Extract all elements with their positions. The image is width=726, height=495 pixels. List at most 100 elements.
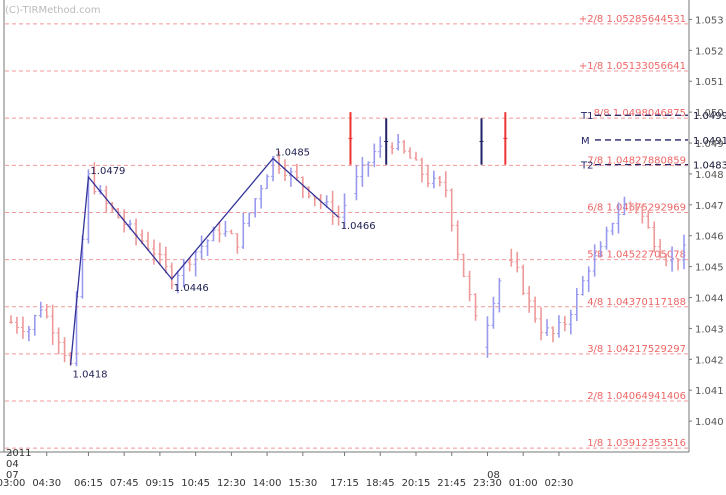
ohlc-bar bbox=[580, 275, 585, 296]
ohlc-bar bbox=[670, 246, 675, 272]
ohlc-bar bbox=[527, 286, 532, 313]
ohlc-bar bbox=[497, 278, 502, 313]
zigzag-point-label: 1.0418 bbox=[73, 369, 108, 380]
murrey-level-label: 8/8 1.0498046875 bbox=[594, 108, 686, 119]
ohlc-bar bbox=[342, 193, 347, 229]
ohlc-bar bbox=[92, 162, 97, 195]
ohlc-bar bbox=[676, 257, 681, 271]
ohlc-bar bbox=[26, 326, 31, 342]
y-tick-label: 1.052 bbox=[695, 46, 724, 57]
ohlc-bar bbox=[539, 307, 544, 341]
y-tick-label: 1.045 bbox=[695, 263, 724, 274]
ohlc-bar bbox=[145, 231, 150, 251]
ohlc-bar bbox=[372, 143, 377, 168]
ohlc-bar bbox=[9, 315, 13, 324]
ohlc-bar bbox=[402, 140, 407, 154]
ohlc-bar bbox=[241, 212, 246, 249]
ohlc-bar bbox=[550, 326, 555, 343]
ohlc-bar bbox=[134, 218, 139, 246]
ohlc-bar bbox=[521, 264, 526, 296]
ohlc-bar bbox=[187, 257, 192, 272]
ohlc-bar bbox=[467, 270, 472, 302]
x-tick-label: 03:00 bbox=[0, 478, 25, 489]
ohlc-bar bbox=[205, 239, 210, 257]
zigzag-pattern: 1.0418 1.0479 1.0446 1.0485 1.0466 bbox=[69, 147, 376, 380]
ohlc-bar bbox=[271, 155, 276, 182]
target-value-bg bbox=[690, 108, 726, 123]
y-tick-label: 1.044 bbox=[695, 294, 724, 305]
zigzag-point-label: 1.0485 bbox=[275, 147, 310, 158]
next-date-label: 08 bbox=[487, 470, 500, 481]
ohlc-bar bbox=[62, 337, 67, 363]
ohlc-bar bbox=[652, 221, 657, 253]
x-tick-label: 17:15 bbox=[330, 478, 359, 489]
ohlc-bar bbox=[390, 142, 395, 155]
date-label: 2011 bbox=[6, 448, 31, 459]
ohlc-bar bbox=[306, 186, 311, 199]
signal-bars bbox=[348, 112, 508, 165]
ohlc-bar bbox=[628, 201, 633, 212]
ohlc-bar bbox=[634, 202, 639, 214]
date-label: 07 bbox=[6, 470, 19, 481]
x-tick-label: 04:30 bbox=[32, 478, 61, 489]
x-tick-label: 15:30 bbox=[288, 478, 317, 489]
ohlc-bar bbox=[592, 244, 597, 277]
x-tick-label: 12:30 bbox=[217, 478, 246, 489]
y-tick-label: 1.040 bbox=[695, 417, 724, 428]
murrey-level-label: 4/8 1.04370117188 bbox=[587, 297, 686, 308]
target-name: T2 bbox=[580, 161, 593, 172]
ohlc-bar bbox=[217, 221, 222, 243]
murrey-level-label: 7/8 1.04827880859 bbox=[587, 155, 686, 166]
target-value-bg bbox=[690, 132, 726, 147]
ohlc-bar bbox=[360, 156, 365, 187]
ohlc-bar bbox=[443, 171, 448, 198]
zigzag-point-label: 1.0446 bbox=[174, 283, 209, 294]
ohlc-bar bbox=[586, 266, 591, 293]
ohlc-bar bbox=[14, 316, 19, 334]
x-tick-label: 23:30 bbox=[473, 478, 502, 489]
ohlc-bar bbox=[50, 304, 55, 345]
murrey-level-label: 1/8 1.03912353516 bbox=[587, 438, 686, 449]
ohlc-bar bbox=[277, 151, 282, 174]
ohlc-bar bbox=[574, 287, 579, 322]
ohlc-bar bbox=[300, 176, 305, 199]
watermark: (C)-TIRMethod.com bbox=[5, 5, 101, 16]
ohlc-bar bbox=[366, 161, 371, 177]
murrey-level-label: +1/8 1.05133056641 bbox=[579, 61, 686, 72]
time-axis: 03:00 04:30 06:15 07:45 09:15 10:45 12:30 14:00… bbox=[0, 0, 689, 489]
zigzag-line bbox=[69, 157, 340, 366]
ohlc-bar bbox=[515, 251, 520, 273]
price-bars bbox=[9, 133, 686, 367]
ohlc-bar bbox=[610, 222, 615, 236]
ohlc-bar bbox=[324, 195, 329, 208]
murrey-levels: +2/8 1.05285644531 +1/8 1.05133056641 8/8 … bbox=[5, 14, 688, 449]
ohlc-bar bbox=[491, 296, 496, 329]
ohlc-bar bbox=[461, 253, 466, 278]
ohlc-bar bbox=[616, 202, 621, 234]
x-tick-label: 10:45 bbox=[181, 478, 210, 489]
ohlc-bar bbox=[509, 248, 514, 267]
ohlc-bar bbox=[175, 270, 180, 294]
target-lines: T1 1.0499 M 1.0491 T2 1.0483 bbox=[580, 108, 726, 172]
y-tick-label: 1.047 bbox=[695, 201, 724, 212]
murrey-level-label: 3/8 1.04217529297 bbox=[587, 344, 686, 355]
ohlc-bar bbox=[658, 238, 663, 259]
ohlc-bar bbox=[419, 157, 424, 183]
ohlc-bar bbox=[455, 220, 460, 261]
ohlc-bar bbox=[235, 233, 240, 254]
x-tick-label: 01:00 bbox=[509, 478, 538, 489]
x-tick-label: 20:15 bbox=[402, 478, 431, 489]
x-tick-label: 14:00 bbox=[253, 478, 282, 489]
ohlc-bar bbox=[157, 242, 162, 266]
ohlc-bar bbox=[437, 175, 442, 187]
ohlc-bar bbox=[288, 167, 293, 187]
ohlc-bar bbox=[640, 204, 645, 224]
ohlc-bar bbox=[408, 147, 413, 159]
ohlc-bar bbox=[664, 253, 669, 267]
murrey-level-label: +2/8 1.05285644531 bbox=[579, 14, 686, 25]
y-tick-label: 1.041 bbox=[695, 386, 724, 397]
ohlc-bar bbox=[354, 165, 359, 201]
y-tick-label: 1.046 bbox=[695, 232, 724, 243]
y-tick-label: 1.042 bbox=[695, 355, 724, 366]
